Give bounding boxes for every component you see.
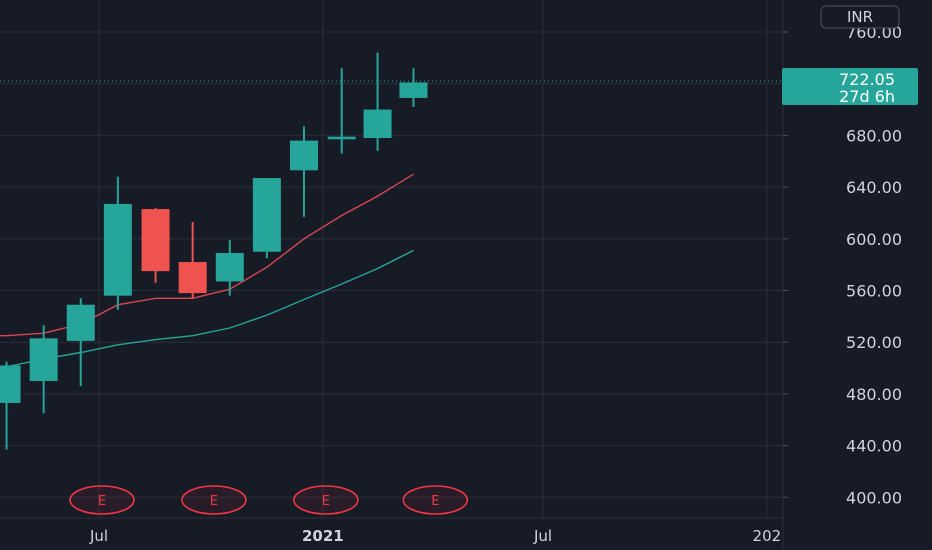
last-price-value: 722.05	[839, 70, 895, 89]
candle-body[interactable]	[141, 209, 170, 272]
candle[interactable]	[215, 240, 244, 296]
earnings-marker-label: E	[98, 494, 106, 509]
candle[interactable]	[66, 298, 95, 387]
earnings-marker-label: E	[210, 494, 218, 509]
x-tick-label: Jul	[533, 527, 552, 545]
candle-body[interactable]	[327, 136, 356, 140]
candle[interactable]	[141, 207, 170, 283]
candles[interactable]	[0, 52, 428, 450]
earnings-marker-label: E	[322, 494, 330, 509]
candle-body[interactable]	[103, 203, 132, 296]
candle[interactable]	[252, 178, 281, 259]
candle-body[interactable]	[252, 178, 281, 252]
y-tick-label: 560.00	[846, 282, 902, 301]
currency-badge-frame	[820, 5, 900, 29]
y-tick-label: 680.00	[846, 126, 902, 145]
candle[interactable]	[0, 361, 21, 450]
y-tick-label: 440.00	[846, 437, 902, 456]
time-axis[interactable]: Jul 2021 Jul 202	[89, 527, 781, 545]
earnings-marker-ring[interactable]	[181, 485, 247, 515]
candle-body[interactable]	[66, 304, 95, 341]
earnings-event-marker[interactable]: E	[402, 485, 469, 515]
candle[interactable]	[289, 126, 318, 217]
earnings-event-marker[interactable]: E	[69, 485, 135, 515]
currency-badge[interactable]: INR	[820, 5, 900, 29]
candle-body[interactable]	[29, 338, 58, 381]
candle-body[interactable]	[363, 109, 392, 138]
candle[interactable]	[178, 221, 207, 299]
x-tick-label: 2021	[302, 527, 344, 545]
x-tick-label: Jul	[89, 527, 108, 545]
currency-label: INR	[847, 8, 873, 26]
y-tick-label: 480.00	[846, 385, 902, 404]
candle[interactable]	[399, 68, 428, 107]
last-price-badge: 722.05 27d 6h	[782, 68, 918, 106]
x-tick-label: 202	[753, 527, 782, 545]
earnings-marker-ring[interactable]	[293, 485, 359, 515]
price-axis[interactable]: 760.00680.00640.00600.00560.00520.00480.…	[783, 23, 902, 507]
candle[interactable]	[327, 68, 356, 154]
earnings-event-marker[interactable]: E	[293, 485, 359, 515]
y-tick-label: 600.00	[846, 230, 902, 249]
candle-body[interactable]	[289, 140, 318, 171]
candle[interactable]	[103, 176, 132, 310]
candle-body[interactable]	[0, 365, 21, 403]
candle[interactable]	[29, 325, 58, 414]
last-price-badge-bg	[782, 68, 918, 105]
bar-countdown: 27d 6h	[839, 87, 895, 106]
y-tick-label: 520.00	[846, 333, 902, 352]
candle-body[interactable]	[178, 262, 207, 294]
candle[interactable]	[363, 52, 392, 151]
earnings-marker-ring[interactable]	[69, 485, 135, 515]
y-tick-label: 640.00	[846, 178, 902, 197]
candle-body[interactable]	[399, 82, 428, 98]
candle-body[interactable]	[215, 253, 244, 282]
earnings-event-marker[interactable]: E	[181, 485, 247, 515]
y-tick-label: 400.00	[846, 488, 902, 507]
earnings-marker-label: E	[431, 494, 439, 509]
earnings-marker-ring[interactable]	[402, 485, 469, 515]
